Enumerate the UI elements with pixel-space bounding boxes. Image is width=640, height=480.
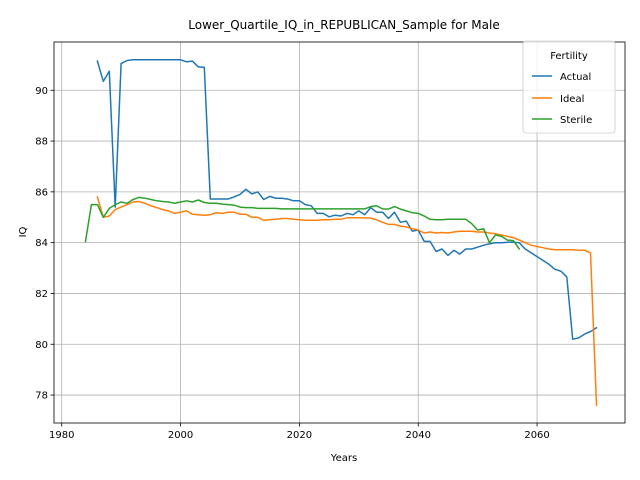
y-tick-label: 84 (35, 238, 48, 249)
y-tick-label: 80 (35, 340, 48, 351)
series-line-actual (96, 59, 598, 340)
y-tick-label: 90 (35, 86, 48, 97)
y-axis-label: IQ (18, 226, 29, 237)
series-layer (84, 59, 598, 406)
y-tick-label: 88 (35, 137, 48, 148)
series-line-ideal (96, 195, 598, 406)
y-tick-label: 86 (35, 187, 48, 198)
x-tick-label: 2000 (168, 430, 193, 441)
x-tick-label: 1980 (49, 430, 74, 441)
chart-title: Lower_Quartile_IQ_in_REPUBLICAN_Sample f… (188, 18, 499, 32)
legend-title: Fertility (550, 51, 588, 62)
y-tick-label: 78 (35, 391, 48, 402)
x-axis-label: Years (330, 453, 357, 464)
grid (54, 42, 625, 423)
legend-label-actual: Actual (560, 72, 591, 83)
axis-ticks: 1980 2000 2020 2040 2060 78 80 82 84 86 88 90 (35, 86, 550, 441)
x-tick-label: 2020 (287, 430, 312, 441)
legend-label-ideal: Ideal (560, 94, 584, 105)
series-line-sterile (84, 196, 521, 251)
legend-box (522, 40, 616, 134)
legend: Fertility Actual Ideal Sterile (522, 40, 616, 134)
plot-frame (53, 41, 626, 424)
x-tick-label: 2060 (524, 430, 549, 441)
legend-label-sterile: Sterile (560, 115, 592, 126)
x-tick-label: 2040 (406, 430, 431, 441)
y-tick-label: 82 (35, 289, 48, 300)
